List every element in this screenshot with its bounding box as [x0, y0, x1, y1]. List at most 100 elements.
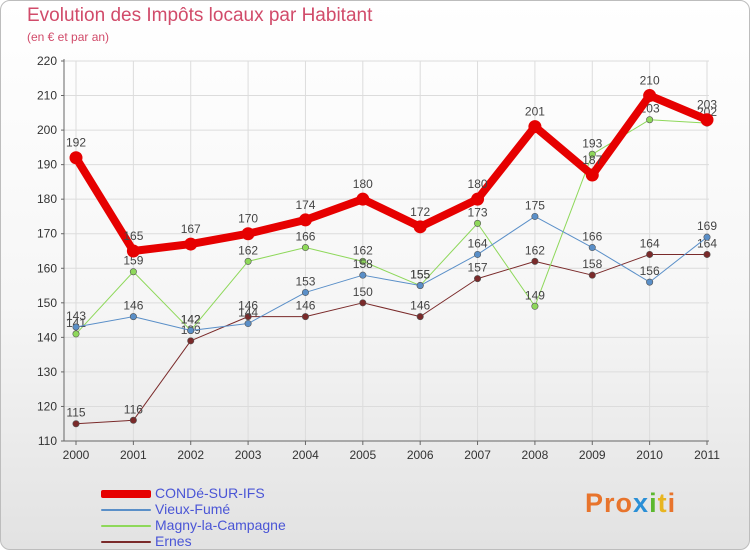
data-label: 153	[295, 274, 315, 288]
y-tick-label: 120	[37, 399, 57, 413]
data-label: 175	[525, 198, 545, 212]
data-label: 170	[238, 212, 258, 226]
data-label: 187	[582, 153, 602, 167]
data-label: 144	[238, 306, 258, 320]
data-point	[531, 302, 539, 310]
data-label: 193	[582, 136, 602, 150]
data-point	[301, 288, 309, 296]
data-label: 116	[124, 402, 143, 416]
data-point	[129, 416, 137, 424]
data-label: 166	[295, 230, 315, 244]
data-point	[588, 150, 596, 158]
data-point	[72, 323, 80, 331]
data-point	[474, 250, 482, 258]
data-label: 167	[181, 222, 201, 236]
x-tick-label: 2002	[177, 448, 204, 462]
data-point	[359, 257, 367, 265]
logo-letter: r	[604, 488, 616, 518]
data-label: 142	[181, 312, 201, 326]
data-label: 158	[353, 257, 373, 271]
data-point	[298, 213, 312, 227]
x-tick-label: 2003	[235, 448, 262, 462]
legend-label: CONDé-SUR-IFS	[155, 485, 265, 501]
data-point	[588, 244, 596, 252]
data-point	[413, 220, 427, 234]
data-label: 162	[525, 243, 545, 257]
data-point	[187, 337, 195, 345]
data-point	[646, 278, 654, 286]
x-tick-label: 2010	[636, 448, 663, 462]
data-point	[129, 268, 137, 276]
data-point	[244, 257, 252, 265]
data-point	[359, 299, 367, 307]
data-label: 201	[525, 105, 545, 119]
logo-letter: P	[585, 488, 605, 518]
data-point	[241, 227, 255, 241]
y-tick-label: 130	[37, 365, 57, 379]
data-label: 146	[123, 299, 143, 313]
legend-swatch	[101, 525, 151, 527]
data-point	[646, 250, 654, 258]
data-label: 146	[410, 299, 430, 313]
series-line	[75, 119, 708, 335]
data-point	[588, 271, 596, 279]
data-label: 162	[353, 243, 373, 257]
data-point	[356, 192, 370, 206]
x-tick-label: 2009	[579, 448, 606, 462]
y-tick-label: 200	[37, 123, 57, 137]
data-label: 165	[123, 229, 143, 243]
data-label: 157	[468, 261, 488, 275]
data-label: 173	[468, 205, 488, 219]
data-label: 210	[640, 74, 660, 88]
data-point	[72, 330, 80, 338]
data-point	[531, 257, 539, 265]
data-point	[416, 313, 424, 321]
x-tick-label: 2006	[407, 448, 434, 462]
data-point	[126, 244, 140, 258]
chart-title: Evolution des Impôts locaux par Habitant	[27, 5, 373, 26]
x-tick-label: 2011	[694, 448, 720, 462]
legend-swatch	[101, 541, 151, 543]
data-point	[531, 212, 539, 220]
data-point	[471, 192, 485, 206]
data-point	[703, 233, 711, 241]
data-label: 172	[410, 205, 430, 219]
data-point	[703, 250, 711, 258]
data-point	[359, 271, 367, 279]
data-label: 164	[468, 236, 488, 250]
data-point	[643, 89, 657, 103]
y-tick-label: 190	[37, 158, 57, 172]
data-point	[700, 113, 714, 127]
data-label: 115	[66, 406, 85, 420]
data-label: 146	[238, 299, 258, 313]
data-point	[129, 313, 137, 321]
x-tick-label: 2005	[349, 448, 376, 462]
data-point	[528, 120, 542, 134]
chart-subtitle: (en € et par an)	[27, 30, 110, 44]
data-label: 156	[640, 264, 660, 278]
data-label: 149	[525, 288, 545, 302]
logo-letter: o	[615, 488, 634, 518]
data-point	[69, 151, 83, 165]
data-label: 155	[410, 268, 430, 282]
logo-letter: t	[657, 488, 668, 518]
x-tick-label: 2008	[522, 448, 549, 462]
x-tick-label: 2001	[120, 448, 147, 462]
legend-swatch	[101, 509, 151, 511]
data-label: 150	[353, 285, 373, 299]
legend-swatch	[101, 490, 151, 498]
data-label: 159	[123, 254, 143, 268]
y-tick-label: 160	[37, 261, 57, 275]
data-label: 164	[697, 236, 717, 250]
legend-label: Magny-la-Campagne	[155, 517, 286, 533]
y-tick-label: 180	[37, 192, 57, 206]
logo-letter: x	[633, 488, 650, 518]
x-tick-label: 2007	[464, 448, 491, 462]
data-point	[301, 244, 309, 252]
data-point	[244, 320, 252, 328]
data-point	[244, 313, 252, 321]
data-point	[187, 326, 195, 334]
series-line	[72, 91, 711, 255]
